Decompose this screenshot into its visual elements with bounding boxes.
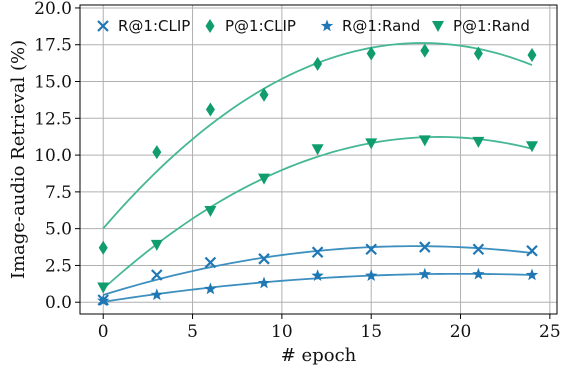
point-p-1-rand bbox=[258, 173, 271, 185]
y-tick-label: 12.5 bbox=[34, 109, 72, 129]
x-tick-label: 5 bbox=[187, 322, 198, 342]
point-p-1-clip bbox=[420, 43, 430, 58]
point-r-1-clip bbox=[526, 244, 538, 257]
legend-entry-p-1-rand: P@1:Rand bbox=[432, 17, 530, 35]
y-axis-label: Image-audio Retrieval (%) bbox=[8, 40, 29, 279]
legend-entry-p-1-clip: P@1:CLIP bbox=[205, 17, 296, 35]
point-r-1-rand bbox=[418, 267, 431, 280]
point-r-1-clip bbox=[151, 269, 163, 281]
legend-label-r-1-rand: R@1:Rand bbox=[342, 17, 420, 35]
point-p-1-rand bbox=[525, 141, 538, 153]
axes bbox=[75, 4, 558, 319]
legend-marker-r-1-rand bbox=[320, 19, 334, 32]
x-tick-label: 25 bbox=[539, 322, 561, 342]
grid bbox=[80, 5, 557, 314]
y-tick-label: 20.0 bbox=[34, 0, 72, 19]
point-p-1-clip bbox=[205, 102, 215, 117]
plot-frame bbox=[79, 4, 558, 315]
y-tick-label: 15.0 bbox=[34, 73, 72, 93]
point-p-1-rand bbox=[311, 144, 324, 156]
point-r-1-rand bbox=[525, 268, 539, 281]
legend-entry-r-1-rand: R@1:Rand bbox=[320, 17, 420, 35]
legend-marker-p-1-rand bbox=[432, 21, 444, 32]
point-r-1-clip bbox=[365, 243, 377, 256]
legend-label-p-1-rand: P@1:Rand bbox=[453, 17, 530, 35]
x-tick-label: 15 bbox=[360, 322, 382, 342]
point-r-1-clip bbox=[204, 256, 217, 269]
fit-curve-p-1-rand bbox=[102, 136, 533, 290]
point-r-1-clip bbox=[419, 241, 431, 253]
legend-marker-p-1-clip bbox=[205, 19, 215, 33]
x-tick-label: 10 bbox=[271, 322, 293, 342]
x-tick-label: 20 bbox=[450, 322, 472, 342]
point-p-1-rand bbox=[472, 136, 485, 148]
point-r-1-rand bbox=[311, 269, 324, 281]
point-r-1-rand bbox=[257, 276, 271, 289]
point-p-1-rand bbox=[365, 138, 378, 150]
y-tick-label: 2.5 bbox=[45, 256, 72, 276]
point-r-1-rand bbox=[150, 288, 163, 301]
point-r-1-rand bbox=[97, 294, 110, 307]
point-p-1-rand bbox=[418, 135, 431, 147]
point-p-1-clip bbox=[259, 87, 269, 102]
x-axis-label: # epoch bbox=[281, 345, 357, 366]
legend-label-p-1-clip: P@1:CLIP bbox=[225, 17, 296, 35]
legend: R@1:CLIP P@1:CLIP R@1:Rand P@1:Rand bbox=[97, 17, 530, 35]
y-tick-label: 7.5 bbox=[45, 183, 72, 203]
point-r-1-rand bbox=[204, 282, 217, 295]
point-r-1-clip bbox=[311, 246, 324, 258]
point-p-1-clip bbox=[313, 56, 323, 71]
data-markers bbox=[97, 43, 539, 307]
x-tick-label: 0 bbox=[98, 322, 109, 342]
point-r-1-rand bbox=[472, 267, 485, 280]
y-tick-label: 0.0 bbox=[45, 293, 72, 313]
point-p-1-clip bbox=[152, 145, 162, 160]
point-p-1-clip bbox=[473, 46, 483, 61]
y-tick-label: 10.0 bbox=[34, 146, 72, 166]
point-r-1-rand bbox=[365, 269, 378, 281]
point-p-1-clip bbox=[366, 46, 376, 61]
point-r-1-clip bbox=[472, 243, 485, 256]
point-p-1-rand bbox=[204, 206, 217, 217]
point-p-1-clip bbox=[98, 240, 108, 255]
point-p-1-rand bbox=[150, 239, 163, 251]
point-p-1-clip bbox=[527, 48, 537, 63]
legend-marker-r-1-clip bbox=[97, 20, 109, 32]
tick-labels: 0 5 10 15 20 25 0.0 2.5 5.0 7.5 10.0 12.5 15.0 17.5 20… bbox=[34, 0, 561, 342]
y-tick-label: 17.5 bbox=[34, 36, 72, 56]
legend-label-r-1-clip: R@1:CLIP bbox=[118, 17, 190, 35]
legend-entry-r-1-clip: R@1:CLIP bbox=[97, 17, 190, 35]
point-p-1-rand bbox=[97, 282, 110, 294]
point-r-1-clip bbox=[258, 253, 270, 265]
y-tick-label: 5.0 bbox=[45, 220, 72, 240]
